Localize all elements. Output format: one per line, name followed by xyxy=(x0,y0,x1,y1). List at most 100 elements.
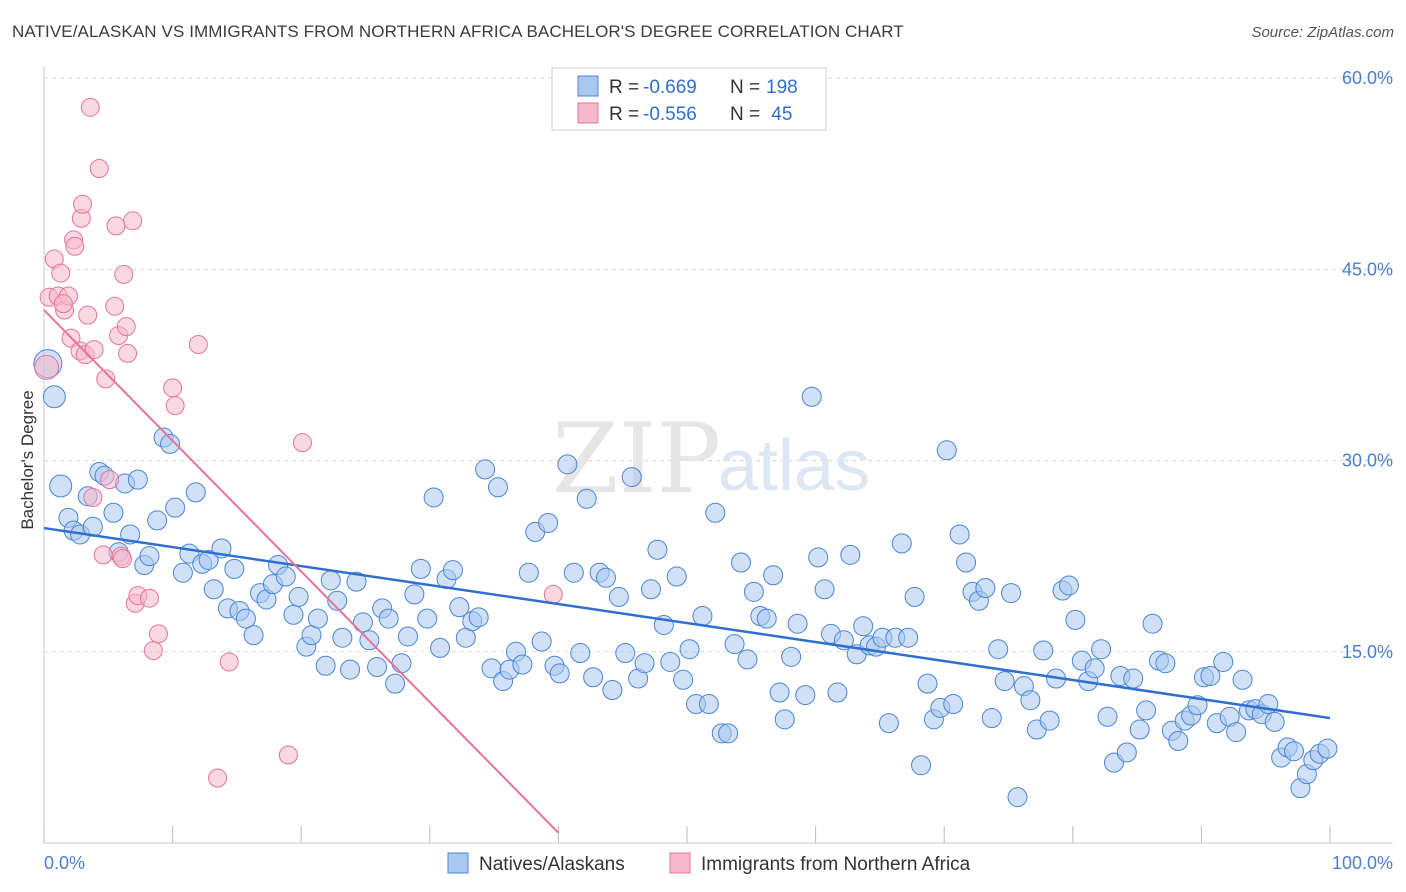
legend-r-label-1: R = xyxy=(609,77,639,98)
data-point-blue xyxy=(679,639,700,660)
data-point-blue xyxy=(423,487,444,508)
trend-line-pink xyxy=(43,309,560,834)
bottom-legend-label-2: Immigrants from Northern Africa xyxy=(701,854,971,875)
data-point-blue xyxy=(468,607,489,628)
data-point-pink xyxy=(292,433,312,453)
data-point-blue xyxy=(621,467,642,488)
data-point-pink xyxy=(96,369,116,389)
data-point-blue xyxy=(1213,651,1234,672)
data-point-blue xyxy=(666,566,687,587)
data-point-blue xyxy=(283,604,304,625)
data-point-blue xyxy=(1187,695,1208,716)
data-point-blue xyxy=(917,673,938,694)
data-point-blue xyxy=(288,586,309,607)
data-point-pink xyxy=(114,264,134,284)
data-point-blue xyxy=(673,669,694,690)
data-point-blue xyxy=(1142,613,1163,634)
data-point-pink xyxy=(116,317,136,337)
data-point-blue xyxy=(595,567,616,588)
data-point-blue xyxy=(956,552,977,573)
data-point-blue xyxy=(1020,690,1041,711)
data-point-blue xyxy=(763,565,784,586)
data-point-blue xyxy=(430,637,451,658)
x-tick-label-min: 0.0% xyxy=(44,853,85,873)
data-point-blue xyxy=(756,608,777,629)
data-point-blue xyxy=(147,510,168,531)
data-point-blue xyxy=(1200,665,1221,686)
data-point-blue xyxy=(808,547,829,568)
chart-title: NATIVE/ALASKAN VS IMMIGRANTS FROM NORTHE… xyxy=(12,22,904,41)
legend-n-label-1: N = xyxy=(730,77,760,98)
series-natives-alaskans xyxy=(33,349,1338,808)
data-point-blue xyxy=(315,655,336,676)
data-point-blue xyxy=(718,723,739,744)
data-point-blue xyxy=(692,606,713,627)
data-point-pink xyxy=(100,470,120,490)
data-point-blue xyxy=(243,625,264,646)
legend-r-label-2: R = xyxy=(609,104,639,125)
data-point-blue xyxy=(904,586,925,607)
data-point-blue xyxy=(781,646,802,667)
trend-lines xyxy=(43,309,1331,834)
bottom-legend-label-1: Natives/Alaskans xyxy=(479,854,625,875)
data-point-blue xyxy=(975,578,996,598)
data-point-blue xyxy=(410,558,431,579)
legend-n-value-1: 198 xyxy=(766,77,798,98)
data-point-blue xyxy=(417,608,438,629)
data-point-pink xyxy=(34,354,60,380)
data-point-blue xyxy=(224,558,245,579)
data-point-blue xyxy=(853,616,874,637)
data-point-blue xyxy=(1065,609,1086,630)
data-point-blue xyxy=(42,385,66,409)
data-point-blue xyxy=(385,673,406,694)
data-point-blue xyxy=(1097,706,1118,727)
data-point-blue xyxy=(1283,741,1304,762)
data-point-pink xyxy=(165,396,185,416)
data-point-blue xyxy=(1091,639,1112,660)
data-point-blue xyxy=(647,539,668,560)
data-point-blue xyxy=(911,755,932,776)
data-point-blue xyxy=(814,579,835,600)
data-point-blue xyxy=(705,502,726,523)
data-point-blue xyxy=(404,584,425,605)
legend-swatch-blue xyxy=(577,75,599,97)
series-immigrants-northern-africa xyxy=(34,97,563,788)
data-point-blue xyxy=(397,626,418,647)
data-point-blue xyxy=(127,469,148,490)
data-point-blue xyxy=(203,579,224,600)
data-point-blue xyxy=(198,549,219,570)
data-point-blue xyxy=(512,654,533,675)
data-point-pink xyxy=(148,624,168,644)
data-point-pink xyxy=(118,343,138,363)
data-point-pink xyxy=(65,236,85,256)
data-point-blue xyxy=(608,586,629,607)
data-point-blue xyxy=(774,709,795,730)
data-point-blue xyxy=(943,694,964,715)
legend-r-value-2: -0.556 xyxy=(643,104,697,125)
bottom-legend-swatch-pink xyxy=(669,852,691,874)
data-point-blue xyxy=(1007,787,1028,808)
data-point-blue xyxy=(570,643,591,664)
data-point-blue xyxy=(891,533,912,554)
data-point-pink xyxy=(93,545,113,565)
data-point-pink xyxy=(105,296,125,316)
data-point-blue xyxy=(391,653,412,674)
data-point-blue xyxy=(185,482,206,503)
data-point-blue xyxy=(1039,710,1060,731)
data-point-blue xyxy=(1264,711,1285,732)
data-point-blue xyxy=(743,581,764,602)
data-point-blue xyxy=(531,631,552,652)
y-tick-labels: 15.0% 30.0% 45.0% 60.0% xyxy=(1342,68,1393,662)
bottom-legend-swatch-blue xyxy=(447,852,469,874)
data-point-blue xyxy=(160,433,181,454)
data-point-blue xyxy=(557,454,578,475)
data-point-blue xyxy=(787,613,808,634)
data-point-blue xyxy=(352,612,373,633)
data-point-blue xyxy=(1116,742,1137,763)
watermark-atlas: atlas xyxy=(718,426,870,506)
data-point-blue xyxy=(49,474,73,498)
data-point-blue xyxy=(602,680,623,700)
y-axis-title: Bachelor's Degree xyxy=(18,390,37,529)
y-tick-label: 60.0% xyxy=(1342,68,1393,88)
data-point-blue xyxy=(549,663,570,684)
